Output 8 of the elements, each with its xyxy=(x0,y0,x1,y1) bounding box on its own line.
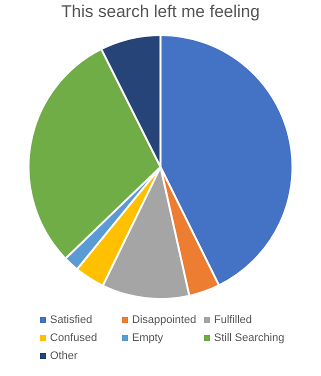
legend-label: Confused xyxy=(50,332,98,344)
legend-label: Empty xyxy=(132,332,164,344)
chart-title: This search left me feeling xyxy=(60,2,261,22)
legend-label: Still Searching xyxy=(214,332,284,344)
legend-label: Satisfied xyxy=(50,314,92,326)
legend-label: Disappointed xyxy=(132,314,196,326)
legend-label: Other xyxy=(50,350,78,362)
legend-label: Fulfilled xyxy=(214,314,252,326)
